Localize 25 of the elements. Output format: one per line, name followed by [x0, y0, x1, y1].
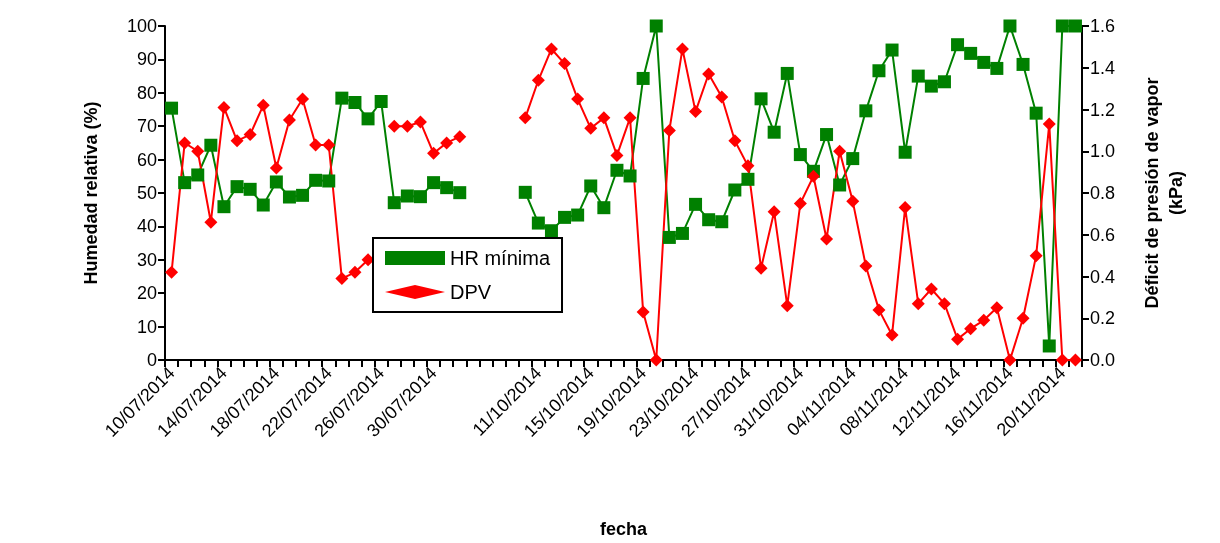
y-tick-label: 70: [136, 116, 157, 137]
y2-tick-label: 0.0: [1090, 350, 1116, 370]
y2-tick-label: 0.6: [1090, 224, 1116, 245]
y-tick-label: 10: [136, 316, 157, 337]
y-tick-label: 0: [146, 350, 157, 370]
y-tick-label: 30: [136, 249, 157, 270]
legend-label: DPV: [450, 281, 492, 303]
y2-tick-label: 1.2: [1090, 99, 1116, 120]
y2-tick-label: 0.4: [1090, 266, 1116, 287]
y-axis-title: Humedad relativa (%): [81, 101, 101, 285]
y2-tick-label: 0.2: [1090, 308, 1116, 329]
y2-tick-label: 0.8: [1090, 183, 1116, 203]
y2-axis-title: Déficit de presión de vapor (kPa): [1142, 77, 1186, 309]
y-tick-label: 40: [136, 216, 157, 237]
legend-label: HR mínima: [450, 247, 551, 269]
y2-tick-label: 1.0: [1090, 141, 1116, 162]
y-tick-label: 20: [136, 283, 157, 304]
y2-tick-label: 1.6: [1090, 16, 1116, 36]
y-tick-label: 90: [136, 49, 157, 70]
y-tick-label: 60: [136, 149, 157, 170]
x-axis-title: fecha: [599, 519, 648, 539]
y-tick-label: 100: [126, 16, 157, 36]
y2-tick-label: 1.4: [1090, 57, 1116, 78]
y-tick-label: 80: [136, 82, 157, 103]
y-tick-label: 50: [136, 183, 157, 203]
